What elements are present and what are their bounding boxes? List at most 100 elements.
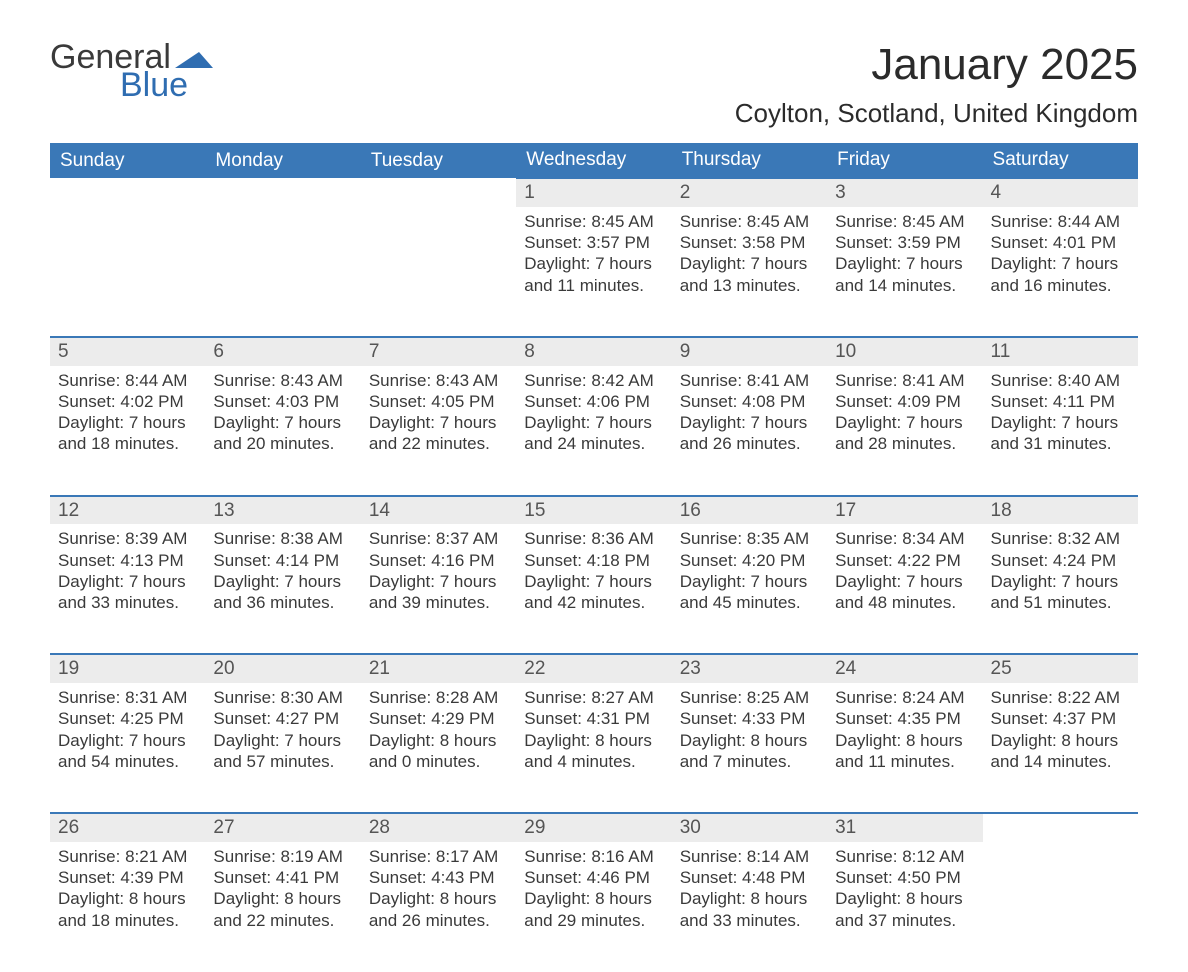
sunrise-text: Sunrise: 8:24 AM (835, 687, 974, 708)
sunset-text: Sunset: 4:33 PM (680, 708, 819, 729)
day-cell: Sunrise: 8:28 AMSunset: 4:29 PMDaylight:… (361, 683, 516, 813)
day-number-cell: 13 (205, 496, 360, 525)
day-number-cell (983, 813, 1138, 842)
sunset-text: Sunset: 4:41 PM (213, 867, 352, 888)
day2-text: and 29 minutes. (524, 910, 663, 931)
sunrise-text: Sunrise: 8:45 AM (680, 211, 819, 232)
day-number-cell: 2 (672, 178, 827, 207)
day-number-cell: 16 (672, 496, 827, 525)
day2-text: and 48 minutes. (835, 592, 974, 613)
sunrise-text: Sunrise: 8:28 AM (369, 687, 508, 708)
day2-text: and 0 minutes. (369, 751, 508, 772)
day-cell: Sunrise: 8:38 AMSunset: 4:14 PMDaylight:… (205, 524, 360, 654)
sunrise-text: Sunrise: 8:35 AM (680, 528, 819, 549)
sunset-text: Sunset: 4:08 PM (680, 391, 819, 412)
day1-text: Daylight: 7 hours (524, 571, 663, 592)
title-block: January 2025 Coylton, Scotland, United K… (735, 40, 1138, 143)
brand-logo: General Blue (50, 40, 213, 102)
sunrise-text: Sunrise: 8:30 AM (213, 687, 352, 708)
day1-text: Daylight: 7 hours (680, 412, 819, 433)
day-cell: Sunrise: 8:16 AMSunset: 4:46 PMDaylight:… (516, 842, 671, 972)
day1-text: Daylight: 8 hours (680, 730, 819, 751)
sunset-text: Sunset: 4:39 PM (58, 867, 197, 888)
day2-text: and 11 minutes. (835, 751, 974, 772)
day2-text: and 16 minutes. (991, 275, 1130, 296)
day1-text: Daylight: 7 hours (524, 412, 663, 433)
day1-text: Daylight: 7 hours (835, 412, 974, 433)
day-number-cell: 22 (516, 654, 671, 683)
day-cell: Sunrise: 8:45 AMSunset: 3:58 PMDaylight:… (672, 207, 827, 337)
day-number-cell: 12 (50, 496, 205, 525)
day-number-cell: 7 (361, 337, 516, 366)
sunrise-text: Sunrise: 8:36 AM (524, 528, 663, 549)
day-cell (983, 842, 1138, 972)
sunrise-text: Sunrise: 8:17 AM (369, 846, 508, 867)
sunset-text: Sunset: 4:27 PM (213, 708, 352, 729)
page-title: January 2025 (735, 40, 1138, 90)
day1-text: Daylight: 8 hours (524, 730, 663, 751)
sunset-text: Sunset: 4:31 PM (524, 708, 663, 729)
day-cell: Sunrise: 8:22 AMSunset: 4:37 PMDaylight:… (983, 683, 1138, 813)
weekday-header-row: Sunday Monday Tuesday Wednesday Thursday… (50, 143, 1138, 178)
day2-text: and 26 minutes. (369, 910, 508, 931)
day2-text: and 26 minutes. (680, 433, 819, 454)
weekday-header: Wednesday (516, 143, 671, 178)
location-subtitle: Coylton, Scotland, United Kingdom (735, 98, 1138, 129)
day-number-cell: 26 (50, 813, 205, 842)
sunrise-text: Sunrise: 8:12 AM (835, 846, 974, 867)
day-body-row: Sunrise: 8:39 AMSunset: 4:13 PMDaylight:… (50, 524, 1138, 654)
sunrise-text: Sunrise: 8:45 AM (524, 211, 663, 232)
day1-text: Daylight: 8 hours (213, 888, 352, 909)
day1-text: Daylight: 8 hours (835, 888, 974, 909)
sunrise-text: Sunrise: 8:22 AM (991, 687, 1130, 708)
day-cell: Sunrise: 8:32 AMSunset: 4:24 PMDaylight:… (983, 524, 1138, 654)
sunset-text: Sunset: 4:14 PM (213, 550, 352, 571)
day-number-cell: 20 (205, 654, 360, 683)
weekday-header: Friday (827, 143, 982, 178)
day2-text: and 37 minutes. (835, 910, 974, 931)
sunrise-text: Sunrise: 8:21 AM (58, 846, 197, 867)
sunset-text: Sunset: 4:24 PM (991, 550, 1130, 571)
day2-text: and 33 minutes. (680, 910, 819, 931)
sunrise-text: Sunrise: 8:41 AM (835, 370, 974, 391)
day-cell (50, 207, 205, 337)
day-number-row: 1234 (50, 178, 1138, 207)
sunset-text: Sunset: 4:09 PM (835, 391, 974, 412)
day-number-cell: 10 (827, 337, 982, 366)
day1-text: Daylight: 8 hours (835, 730, 974, 751)
sunset-text: Sunset: 4:35 PM (835, 708, 974, 729)
sunset-text: Sunset: 4:06 PM (524, 391, 663, 412)
day-cell (205, 207, 360, 337)
day1-text: Daylight: 7 hours (835, 571, 974, 592)
day-number-cell: 29 (516, 813, 671, 842)
day2-text: and 24 minutes. (524, 433, 663, 454)
day-cell: Sunrise: 8:42 AMSunset: 4:06 PMDaylight:… (516, 366, 671, 496)
brand-mark-icon (175, 46, 213, 68)
day2-text: and 22 minutes. (213, 910, 352, 931)
day2-text: and 36 minutes. (213, 592, 352, 613)
day1-text: Daylight: 7 hours (991, 571, 1130, 592)
day1-text: Daylight: 7 hours (680, 571, 819, 592)
day1-text: Daylight: 8 hours (991, 730, 1130, 751)
day2-text: and 20 minutes. (213, 433, 352, 454)
day-number-cell: 3 (827, 178, 982, 207)
sunset-text: Sunset: 4:29 PM (369, 708, 508, 729)
sunrise-text: Sunrise: 8:45 AM (835, 211, 974, 232)
day-cell: Sunrise: 8:14 AMSunset: 4:48 PMDaylight:… (672, 842, 827, 972)
day2-text: and 18 minutes. (58, 910, 197, 931)
sunset-text: Sunset: 4:25 PM (58, 708, 197, 729)
day2-text: and 31 minutes. (991, 433, 1130, 454)
sunrise-text: Sunrise: 8:34 AM (835, 528, 974, 549)
day1-text: Daylight: 7 hours (835, 253, 974, 274)
day-cell: Sunrise: 8:24 AMSunset: 4:35 PMDaylight:… (827, 683, 982, 813)
day-cell: Sunrise: 8:36 AMSunset: 4:18 PMDaylight:… (516, 524, 671, 654)
day-number-cell: 24 (827, 654, 982, 683)
day2-text: and 57 minutes. (213, 751, 352, 772)
day-number-cell: 15 (516, 496, 671, 525)
sunrise-text: Sunrise: 8:31 AM (58, 687, 197, 708)
day-cell: Sunrise: 8:44 AMSunset: 4:02 PMDaylight:… (50, 366, 205, 496)
sunset-text: Sunset: 4:50 PM (835, 867, 974, 888)
sunset-text: Sunset: 4:03 PM (213, 391, 352, 412)
day-number-cell: 1 (516, 178, 671, 207)
weekday-header: Tuesday (361, 143, 516, 178)
